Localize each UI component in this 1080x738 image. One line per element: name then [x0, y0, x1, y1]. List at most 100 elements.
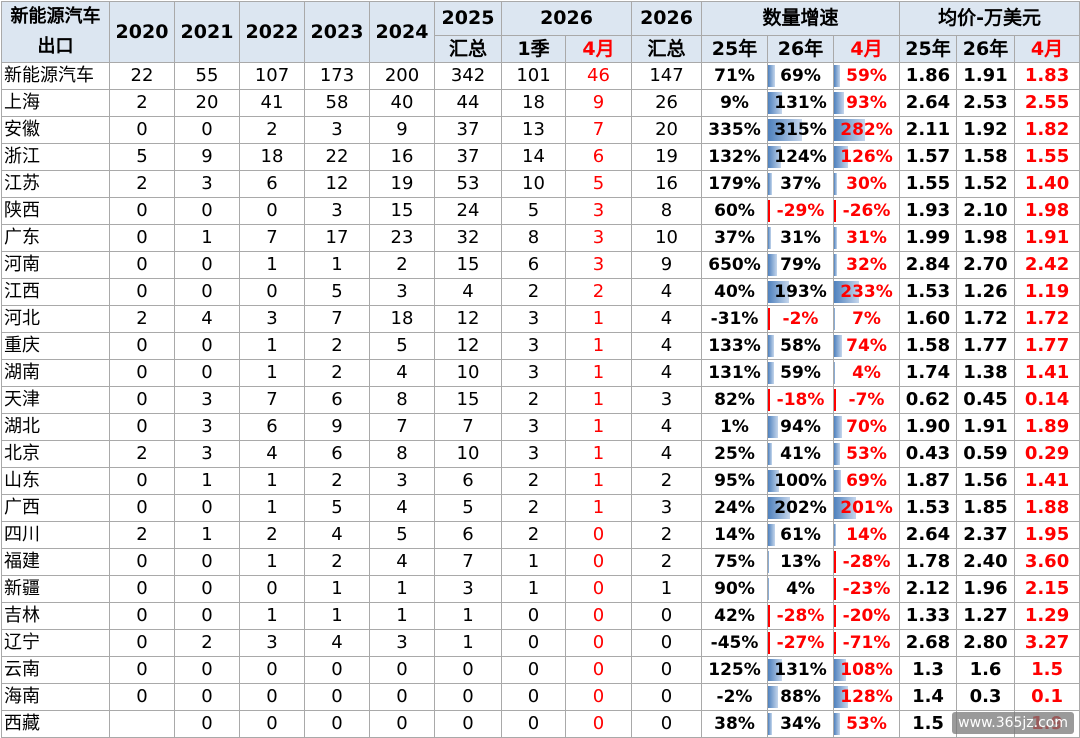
- growth-g25: 125%: [701, 656, 769, 684]
- growth-gapr: -28%: [833, 548, 901, 576]
- price-papr: 1.83: [1014, 62, 1080, 90]
- growth-bar: [768, 65, 776, 87]
- cell-y2022: 0: [239, 278, 305, 306]
- cell-sum2026: 16: [631, 170, 703, 198]
- price-papr: 1.89: [1014, 413, 1080, 441]
- table-row: 陕西 0 0 0 3 15 24 5 3 8 60% -29% -26% 1.93 2.10 1.98: [1, 197, 1080, 225]
- growth-value: 133%: [708, 336, 761, 356]
- cell-sum2026: 0: [631, 683, 703, 711]
- cell-y2020: 2: [109, 521, 175, 549]
- growth-value: 650%: [708, 255, 761, 275]
- growth-value: -71%: [842, 633, 891, 653]
- price-p25: 0.43: [899, 440, 958, 468]
- cell-y2024: 15: [369, 197, 435, 225]
- cell-apr: 1: [564, 305, 633, 333]
- row-label: 陕西: [1, 197, 110, 225]
- table-row: 广西 0 0 1 5 4 5 2 1 3 24% 202% 201% 1.53 1.85 1.88: [1, 494, 1080, 522]
- price-p25: 1.3: [899, 656, 958, 684]
- cell-y2020: 5: [109, 143, 175, 171]
- row-label: 海南: [1, 683, 110, 711]
- cell-y2025: 7: [434, 548, 502, 576]
- growth-g25: 650%: [701, 251, 769, 279]
- cell-y2022: 3: [239, 629, 305, 657]
- growth-bar: [834, 146, 848, 168]
- price-papr: 1.5: [1014, 656, 1080, 684]
- growth-g26: 193%: [767, 278, 835, 306]
- cell-y2021: 0: [174, 710, 240, 738]
- price-p25: 2.84: [899, 251, 958, 279]
- cell-q1: 13: [501, 116, 566, 144]
- price-papr: 1.29: [1014, 602, 1080, 630]
- cell-q1: 3: [501, 359, 566, 387]
- cell-sum2026: 2: [631, 548, 703, 576]
- cell-apr: 0: [564, 683, 633, 711]
- price-p26: 1.98: [956, 224, 1016, 252]
- row-label: 湖北: [1, 413, 110, 441]
- cell-y2023: 17: [304, 224, 370, 252]
- growth-g26: 69%: [767, 62, 835, 90]
- cell-sum2026: 2: [631, 467, 703, 495]
- cell-q1: 3: [501, 440, 566, 468]
- price-p26: 1.77: [956, 332, 1016, 360]
- cell-sum2026: 4: [631, 440, 703, 468]
- cell-sum2026: 10: [631, 224, 703, 252]
- row-label: 北京: [1, 440, 110, 468]
- price-papr: 1.91: [1014, 224, 1080, 252]
- growth-g26: 124%: [767, 143, 835, 171]
- cell-y2024: 3: [369, 278, 435, 306]
- growth-value: -29%: [776, 201, 825, 221]
- cell-y2024: 4: [369, 359, 435, 387]
- growth-gapr: 93%: [833, 89, 901, 117]
- price-p25: 2.11: [899, 116, 958, 144]
- col-2026-sum: 2026: [631, 1, 703, 36]
- cell-y2023: 6: [304, 386, 370, 414]
- growth-value: 82%: [714, 390, 755, 410]
- price-papr: 1.41: [1014, 359, 1080, 387]
- growth-g26: 131%: [767, 656, 835, 684]
- growth-gapr: -20%: [833, 602, 901, 630]
- price-p26: 1.91: [956, 413, 1016, 441]
- cell-y2021: 4: [174, 305, 240, 333]
- row-label: 上海: [1, 89, 110, 117]
- cell-y2025: 342: [434, 62, 502, 90]
- growth-g26: 58%: [767, 332, 835, 360]
- cell-y2021: 0: [174, 602, 240, 630]
- growth-g26: 100%: [767, 467, 835, 495]
- growth-g26: 315%: [767, 116, 835, 144]
- cell-y2025: 15: [434, 251, 502, 279]
- price-p25: 1.55: [899, 170, 958, 198]
- cell-y2023: 2: [304, 332, 370, 360]
- price-p26: 1.72: [956, 305, 1016, 333]
- cell-y2020: 0: [109, 116, 175, 144]
- growth-g26: 4%: [767, 575, 835, 603]
- growth-g26: 59%: [767, 359, 835, 387]
- table-row: 河北 2 4 3 7 18 12 3 1 4 -31% -2% 7% 1.60 1.72 1.72: [1, 305, 1080, 333]
- growth-value: 70%: [846, 417, 887, 437]
- cell-y2020: 0: [109, 278, 175, 306]
- growth-g26: -2%: [767, 305, 835, 333]
- cell-y2023: 1: [304, 251, 370, 279]
- growth-g25: 75%: [701, 548, 769, 576]
- cell-y2021: 3: [174, 413, 240, 441]
- price-p26: 2.10: [956, 197, 1016, 225]
- col-price-26: 26年: [956, 34, 1016, 64]
- table-row: 浙江 5 9 18 22 16 37 14 6 19 132% 124% 126% 1.57 1.58 1.5…: [1, 143, 1080, 171]
- price-papr: 1.95: [1014, 521, 1080, 549]
- cell-y2024: 9: [369, 116, 435, 144]
- cell-apr: 2: [564, 278, 633, 306]
- growth-bar: [768, 146, 782, 168]
- growth-gapr: 128%: [833, 683, 901, 711]
- growth-g26: 41%: [767, 440, 835, 468]
- cell-y2023: 2: [304, 548, 370, 576]
- growth-bar: [834, 92, 845, 114]
- growth-gapr: 30%: [833, 170, 901, 198]
- row-label: 重庆: [1, 332, 110, 360]
- growth-bar: [834, 308, 835, 330]
- growth-bar: [768, 362, 775, 384]
- cell-apr: 1: [564, 467, 633, 495]
- growth-bar: [768, 605, 771, 627]
- cell-y2023: 58: [304, 89, 370, 117]
- row-label: 吉林: [1, 602, 110, 630]
- cell-apr: 46: [564, 62, 633, 90]
- col-2026-sum-sub: 汇总: [631, 34, 703, 64]
